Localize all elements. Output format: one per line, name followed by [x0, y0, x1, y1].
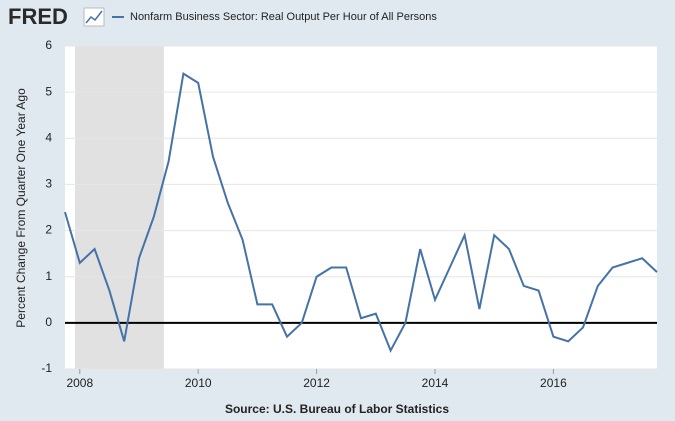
logo-icon	[83, 7, 105, 27]
recession-shade	[75, 46, 164, 369]
y-tick-label: 6	[45, 38, 52, 52]
legend-label: Nonfarm Business Sector: Real Output Per…	[130, 11, 437, 23]
x-tick-label: 2014	[422, 376, 449, 390]
y-tick-label: 1	[45, 269, 52, 283]
source: Source: U.S. Bureau of Labor Statistics	[225, 402, 449, 416]
y-tick-label: -1	[41, 361, 52, 375]
x-tick-label: 2008	[66, 376, 93, 390]
y-axis-label: Percent Change From Quarter One Year Ago	[14, 88, 28, 328]
y-tick-label: 0	[45, 315, 52, 329]
x-tick-label: 2010	[185, 376, 212, 390]
y-tick-label: 5	[45, 84, 52, 98]
x-tick-label: 2016	[540, 376, 567, 390]
x-tick-label: 2012	[303, 376, 330, 390]
y-tick-label: 4	[45, 130, 52, 144]
data-line	[64, 72, 658, 353]
logo: FRED	[8, 4, 68, 29]
y-tick-label: 2	[45, 223, 52, 237]
y-tick-label: 3	[45, 177, 52, 191]
